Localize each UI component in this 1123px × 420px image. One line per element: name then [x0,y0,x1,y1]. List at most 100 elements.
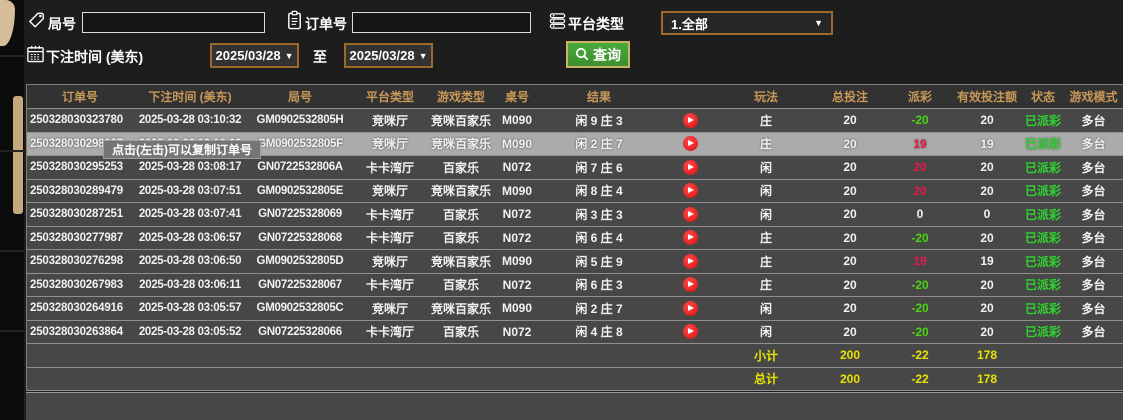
order-no-label: 订单号 [305,16,347,32]
table-row[interactable]: 250328030287251 2025-03-28 03:07:41 GN0722… [27,203,1123,227]
cell-payout: 19 [913,254,927,269]
cell-order-no[interactable]: 250328030289479 [30,184,123,197]
table-row[interactable]: 2503280302989272025-03-28 03:08:33GM0902… [27,132,1123,156]
cell-result: 闲 8 庄 4 [575,184,623,199]
cell-valid-bet: 0 [983,207,991,222]
total-row-label: 总计 [753,372,778,387]
cell-mode: 多台 [1081,137,1106,152]
header-table-no: 桌号 [504,90,529,104]
cell-bet-time: 2025-03-28 03:06:57 [138,231,242,244]
cell-game-no: GN07225328066 [258,325,342,338]
cell-order-no[interactable]: 250328030267983 [30,278,123,291]
header-payout: 派彩 [907,90,932,104]
cell-order-no[interactable]: 250328030287251 [30,208,123,221]
cell-payout: 19 [913,136,927,151]
tag-icon [27,11,46,35]
cell-total-bet: 20 [843,254,857,269]
total-row-payout: -22 [911,371,929,386]
divider [0,330,24,332]
cell-status: 已派彩 [1024,325,1061,340]
search-icon [575,47,589,61]
chevron-down-icon: ▼ [814,18,823,28]
header-status: 状态 [1030,90,1055,104]
cell-play-video [659,277,721,293]
table-row[interactable]: 250328030277987 2025-03-28 03:06:57 GN0722… [27,226,1123,250]
chevron-down-icon: ▼ [284,50,294,61]
cell-total-bet: 20 [843,136,857,151]
cell-mode: 多台 [1081,160,1106,175]
table-row[interactable]: 250328030264916 2025-03-28 03:05:57 GM0902… [27,297,1123,321]
date-from-picker[interactable]: 2025/03/28 ▼ [210,43,299,68]
play-video-icon[interactable] [682,230,698,246]
cell-status: 已派彩 [1024,184,1061,199]
cell-valid-bet: 20 [980,301,994,316]
cell-order-no[interactable]: 250328030264916 [30,302,123,315]
cell-result: 闲 7 庄 6 [575,160,623,175]
table-row[interactable]: 250328030295253 2025-03-28 03:08:17 GN0722… [27,156,1123,180]
table-row[interactable]: 250328030276298 2025-03-28 03:06:50 GM0902… [27,250,1123,274]
cell-table-no: M090 [501,301,533,316]
background-decoration [0,0,15,46]
table-row[interactable]: 250328030323780 2025-03-28 03:10:32 GM0902… [27,109,1123,133]
cell-order-no[interactable]: 250328030277987 [30,231,123,244]
cell-platform: 卡卡湾厅 [365,207,414,222]
play-video-icon[interactable] [682,300,698,316]
cell-table-no: M090 [501,254,533,269]
cell-table-no: M090 [501,113,533,128]
cell-order-no[interactable]: 250328030263864 [30,325,123,338]
cell-order-no[interactable]: 250328030276298 [30,255,123,268]
cell-mode: 多台 [1081,231,1106,246]
cell-table-no: N072 [502,207,532,222]
cell-mode: 多台 [1081,113,1106,128]
cell-payout: 20 [913,183,927,198]
header-result: 结果 [586,90,611,104]
cell-status: 已派彩 [1024,207,1061,222]
cell-play-type: 庄 [759,137,772,152]
cell-play-video [659,324,721,340]
cell-total-bet: 20 [843,183,857,198]
cell-platform: 卡卡湾厅 [365,278,414,293]
cell-bet-time: 2025-03-28 03:06:11 [139,278,241,291]
cell-result: 闲 9 庄 3 [575,113,623,128]
cell-mode: 多台 [1081,278,1106,293]
cell-bet-time: 2025-03-28 03:06:50 [138,255,242,268]
cell-game-type: 百家乐 [442,278,479,293]
play-video-icon[interactable] [682,159,698,175]
cell-order-no[interactable]: 250328030295253 [30,161,123,174]
platform-type-select[interactable]: 1.全部 ▼ [661,11,833,35]
subtotal-row-total_bet: 200 [839,348,861,363]
play-video-icon[interactable] [682,206,698,222]
play-video-icon[interactable] [682,324,698,340]
cell-order-no[interactable]: 250328030298927 [30,137,123,150]
cell-order-no[interactable]: 250328030323780 [30,114,123,127]
cell-game-no: GM0902532805H [256,114,344,127]
cell-platform: 竞咪厅 [371,184,408,199]
date-to-picker[interactable]: 2025/03/28 ▼ [344,43,433,68]
game-no-input[interactable] [82,12,265,33]
table-row[interactable]: 250328030263864 2025-03-28 03:05:52 GN0722… [27,320,1123,344]
play-video-icon[interactable] [682,253,698,269]
total-row-total_bet: 200 [839,371,861,386]
total-row: 总计 200 -22 178 [27,367,1123,391]
table-row[interactable]: 250328030267983 2025-03-28 03:06:11 GN0722… [27,273,1123,297]
play-video-icon[interactable] [682,277,698,293]
play-video-icon[interactable] [682,112,698,128]
cell-status: 已派彩 [1024,278,1061,293]
cell-game-type: 百家乐 [442,207,479,222]
play-video-icon[interactable] [682,136,698,152]
subtotal-row-valid_bet: 178 [976,348,998,363]
cell-status: 已派彩 [1024,254,1061,269]
order-no-input[interactable] [352,12,531,33]
cell-payout: -20 [911,277,929,292]
calendar-icon [26,44,45,69]
cell-bet-time: 2025-03-28 03:10:32 [138,114,242,127]
cell-result: 闲 2 庄 7 [575,301,623,316]
cell-play-type: 闲 [759,325,772,340]
cell-game-no: GN07225328069 [258,208,342,221]
header-total-bet: 总投注 [831,90,868,104]
cell-platform: 卡卡湾厅 [365,160,414,175]
table-row[interactable]: 250328030289479 2025-03-28 03:07:51 GM0902… [27,179,1123,203]
query-button[interactable]: 查询 [566,41,630,68]
cell-payout: -20 [911,113,929,128]
play-video-icon[interactable] [682,183,698,199]
